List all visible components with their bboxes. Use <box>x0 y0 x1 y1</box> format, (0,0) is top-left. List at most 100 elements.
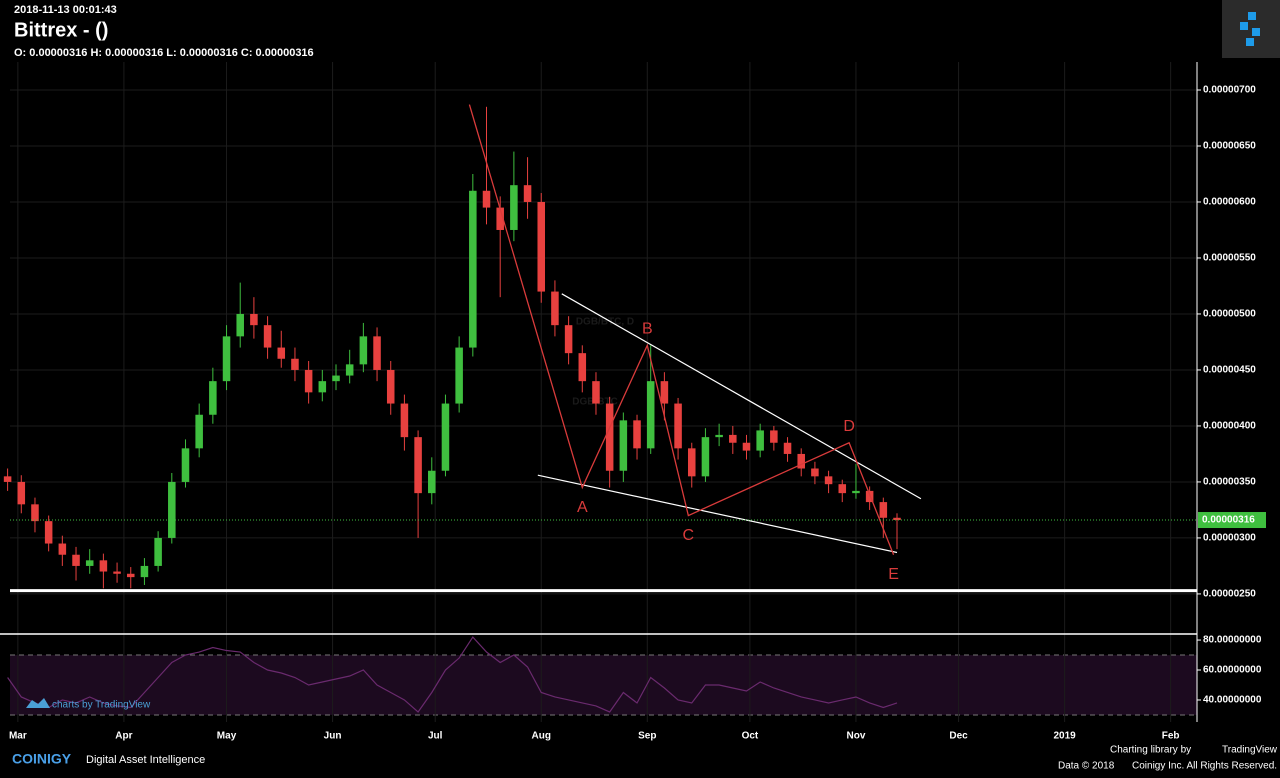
x-tick-label: Aug <box>532 731 551 742</box>
candle-body <box>3 476 12 482</box>
candle-body <box>195 414 203 449</box>
candle-body <box>811 468 819 477</box>
rights: Coinigy Inc. All Rights Reserved. <box>1132 761 1277 772</box>
rsi-tick-label: 60.00000000 <box>1203 665 1262 676</box>
tv-logo <box>26 698 50 708</box>
candle-body <box>496 207 504 230</box>
x-tick-label: Dec <box>949 731 968 742</box>
x-tick-label: Nov <box>846 731 865 742</box>
x-tick-label: 2019 <box>1053 731 1076 742</box>
y-tick-label: 0.00000400 <box>1203 421 1256 432</box>
coinigy-logo[interactable]: COINIGY <box>12 751 72 767</box>
candle-body <box>674 403 682 449</box>
candle-body <box>797 453 805 469</box>
candle-body <box>72 554 80 566</box>
candle-body <box>551 291 559 326</box>
candle-body <box>879 502 888 518</box>
candle-body <box>770 430 778 443</box>
candle-body <box>44 521 53 544</box>
candle-body <box>824 476 833 485</box>
x-tick-label: May <box>217 731 237 742</box>
y-tick-label: 0.00000650 <box>1203 141 1256 152</box>
y-tick-label: 0.00000700 <box>1203 85 1256 96</box>
candle-body <box>291 358 299 370</box>
tv-credit[interactable]: charts by TradingView <box>52 700 151 711</box>
pattern-line <box>468 104 895 555</box>
candle-body <box>181 448 190 482</box>
y-tick-label: 0.00000250 <box>1203 589 1256 600</box>
candle-body <box>756 430 764 451</box>
candle-body <box>715 434 723 438</box>
candle-body <box>537 201 546 292</box>
candle-body <box>633 420 641 449</box>
data-credit: Data © 2018 <box>1058 761 1115 772</box>
last-price-box <box>1198 512 1266 529</box>
candle-body <box>469 190 477 348</box>
x-tick-label: Jul <box>428 731 443 742</box>
x-tick-label: Apr <box>115 731 132 742</box>
pattern-label: C <box>683 527 695 544</box>
candle-body <box>332 375 340 382</box>
last-price-label: 0.00000316 <box>1202 515 1255 526</box>
candle-body <box>838 484 847 494</box>
y-tick-label: 0.00000350 <box>1203 477 1256 488</box>
candle-body <box>154 537 162 566</box>
candle-body <box>140 565 149 578</box>
candle-body <box>345 364 354 376</box>
ohlc: O: 0.00000316 H: 0.00000316 L: 0.0000031… <box>14 47 314 59</box>
candle-body <box>564 325 573 354</box>
candle-body <box>605 403 614 471</box>
tagline: Digital Asset Intelligence <box>86 754 205 766</box>
candle-body <box>113 571 121 574</box>
x-tick-label: Jun <box>324 731 342 742</box>
watermark: DGB/BTC, D <box>576 317 634 328</box>
rsi-band <box>10 655 1197 715</box>
x-tick-label: Oct <box>742 731 759 742</box>
pattern-label: B <box>642 321 653 338</box>
y-tick-label: 0.00000500 <box>1203 309 1256 320</box>
y-tick-label: 0.00000550 <box>1203 253 1256 264</box>
rsi-line <box>7 636 898 713</box>
candle-body <box>729 434 737 443</box>
candle-body <box>58 543 67 555</box>
candle-body <box>414 437 422 494</box>
candle-body <box>742 442 751 451</box>
candle-body <box>441 403 450 471</box>
candle-body <box>687 448 696 477</box>
logo <box>1240 12 1260 46</box>
candle-body <box>304 369 313 393</box>
candle-body <box>893 517 901 521</box>
candle-body <box>126 573 135 578</box>
y-tick-label: 0.00000600 <box>1203 197 1256 208</box>
candle-body <box>263 325 272 348</box>
candle-body <box>455 347 463 404</box>
candle-body <box>318 381 327 393</box>
logo-box[interactable] <box>1222 0 1280 58</box>
candle-body <box>578 353 587 382</box>
candle-body <box>510 185 518 230</box>
candle-body <box>168 481 176 538</box>
candle-body <box>373 336 381 370</box>
candle-body <box>660 381 669 404</box>
candle-body <box>701 437 710 477</box>
x-tick-label: Sep <box>638 731 656 742</box>
candle-body <box>31 504 39 522</box>
plot: Mar Apr May Jun Jul Aug Sep Oct Nov Dec 2019 Feb 0.0… <box>3 62 1266 742</box>
candle-body <box>250 313 258 326</box>
y-tick-label: 0.00000450 <box>1203 365 1256 376</box>
candle-body <box>646 381 655 449</box>
candle-body <box>85 560 94 566</box>
pattern-label: E <box>888 566 899 583</box>
rsi-tick-label: 40.00000000 <box>1203 695 1262 706</box>
candle-body <box>359 336 368 365</box>
candle-body <box>17 481 26 505</box>
tv-small[interactable]: TradingView <box>1222 745 1278 756</box>
x-tick-label: Feb <box>1162 731 1180 742</box>
candle-body <box>236 313 244 337</box>
candle-body <box>428 470 436 494</box>
timestamp: 2018-11-13 00:01:43 <box>14 4 117 16</box>
charting-by: Charting library by <box>1110 745 1191 756</box>
candle-body <box>783 442 792 454</box>
candle-body <box>852 490 860 494</box>
